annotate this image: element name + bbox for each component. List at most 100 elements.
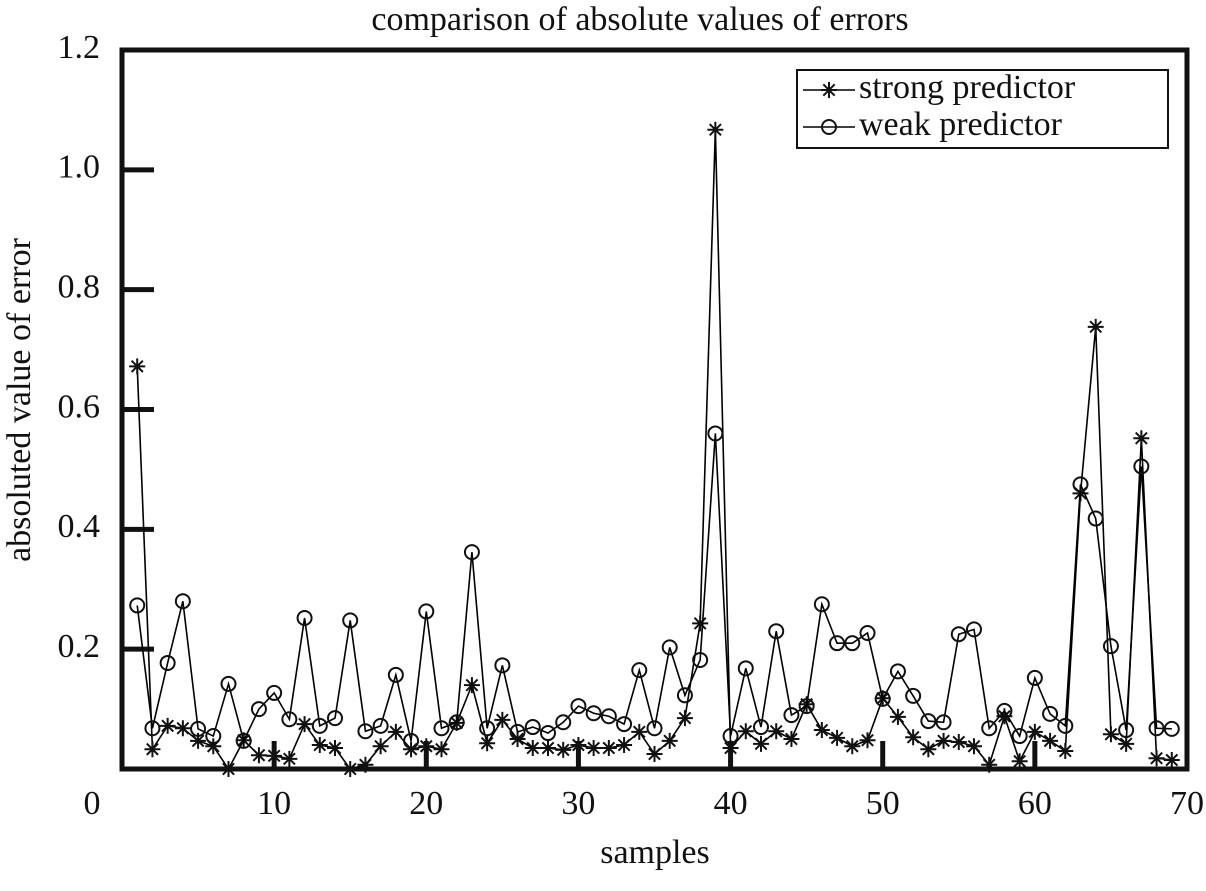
data-point bbox=[205, 728, 222, 745]
data-point bbox=[783, 707, 800, 724]
data-point bbox=[859, 732, 876, 749]
data-point bbox=[1133, 458, 1150, 475]
data-point bbox=[296, 610, 313, 627]
data-point bbox=[859, 624, 876, 641]
data-point bbox=[676, 687, 693, 704]
data-point bbox=[905, 729, 922, 746]
data-point bbox=[829, 635, 846, 652]
data-point bbox=[174, 593, 191, 610]
data-point bbox=[692, 651, 709, 668]
data-point bbox=[753, 719, 769, 736]
data-point bbox=[966, 738, 982, 755]
data-point bbox=[1102, 638, 1119, 655]
series-line bbox=[136, 129, 1172, 771]
data-point bbox=[509, 723, 526, 740]
data-point bbox=[813, 722, 830, 739]
data-point bbox=[250, 747, 267, 764]
data-point bbox=[661, 639, 678, 656]
data-point bbox=[524, 719, 541, 736]
x-tick-label: 10 bbox=[257, 785, 291, 822]
legend-marker bbox=[821, 82, 837, 98]
data-point bbox=[753, 735, 769, 752]
data-point bbox=[889, 708, 906, 725]
data-point bbox=[524, 740, 541, 757]
data-point bbox=[585, 705, 602, 722]
data-point bbox=[722, 740, 739, 757]
y-tick-label: 0.6 bbox=[58, 388, 101, 425]
data-point bbox=[676, 710, 693, 727]
data-point bbox=[190, 720, 207, 737]
data-point bbox=[433, 741, 450, 758]
x-tick-label: 50 bbox=[866, 785, 900, 822]
data-point bbox=[646, 720, 663, 737]
data-point bbox=[1163, 752, 1180, 769]
data-point bbox=[1148, 720, 1165, 737]
data-point bbox=[844, 635, 861, 652]
data-point bbox=[616, 716, 633, 733]
data-point bbox=[798, 698, 815, 715]
data-point bbox=[1118, 735, 1135, 752]
data-point bbox=[1011, 753, 1028, 770]
data-point bbox=[159, 654, 176, 671]
legend-marker bbox=[821, 119, 837, 135]
data-point bbox=[311, 717, 328, 734]
data-point bbox=[905, 687, 922, 704]
data-point bbox=[418, 603, 435, 620]
data-point bbox=[981, 720, 998, 737]
data-point bbox=[1026, 669, 1043, 686]
data-point bbox=[387, 666, 404, 683]
data-point bbox=[220, 675, 237, 692]
data-point bbox=[311, 737, 328, 754]
data-point bbox=[1026, 723, 1043, 740]
data-point bbox=[1072, 476, 1089, 493]
data-point bbox=[266, 684, 283, 701]
data-point bbox=[144, 741, 161, 758]
data-point bbox=[981, 756, 998, 773]
data-point bbox=[600, 708, 617, 725]
data-point bbox=[463, 677, 480, 694]
data-point bbox=[661, 732, 678, 749]
data-point bbox=[174, 720, 191, 737]
data-point bbox=[950, 734, 967, 751]
x-tick-label: 40 bbox=[714, 785, 748, 822]
series-line bbox=[136, 433, 1172, 744]
y-tick-label: 1.2 bbox=[58, 29, 101, 66]
data-point bbox=[889, 663, 906, 680]
data-point bbox=[235, 732, 252, 749]
data-point bbox=[585, 740, 602, 757]
x-tick-label: 20 bbox=[409, 785, 443, 822]
data-point bbox=[327, 710, 343, 727]
chart-title: comparison of absolute values of errors bbox=[371, 1, 908, 38]
x-tick-label: 70 bbox=[1170, 785, 1204, 822]
data-point bbox=[1148, 750, 1165, 767]
x-tick-label: 0 bbox=[84, 785, 101, 822]
data-point bbox=[783, 731, 800, 748]
data-point bbox=[737, 660, 754, 677]
data-point bbox=[387, 723, 404, 740]
data-point bbox=[1042, 705, 1059, 722]
data-point bbox=[403, 732, 420, 749]
data-point bbox=[1057, 717, 1074, 734]
data-point bbox=[250, 701, 267, 718]
data-point bbox=[1118, 722, 1135, 739]
data-point bbox=[707, 425, 724, 442]
data-point bbox=[1011, 728, 1028, 745]
data-point bbox=[342, 612, 359, 629]
data-point bbox=[159, 717, 176, 734]
data-point bbox=[920, 741, 937, 758]
legend-label: strong predictor bbox=[859, 69, 1076, 106]
data-point bbox=[144, 720, 161, 737]
data-point bbox=[631, 662, 648, 679]
data-point bbox=[768, 623, 785, 640]
data-point bbox=[813, 596, 830, 613]
data-point bbox=[327, 740, 343, 757]
data-point bbox=[129, 358, 146, 375]
y-axis-label: absoluted value of error bbox=[1, 237, 38, 561]
data-point bbox=[935, 732, 952, 749]
data-point bbox=[722, 728, 739, 745]
data-point bbox=[600, 740, 617, 757]
data-point bbox=[281, 750, 298, 767]
data-point bbox=[372, 717, 389, 734]
x-axis-label: samples bbox=[600, 834, 710, 871]
data-point bbox=[479, 720, 496, 737]
